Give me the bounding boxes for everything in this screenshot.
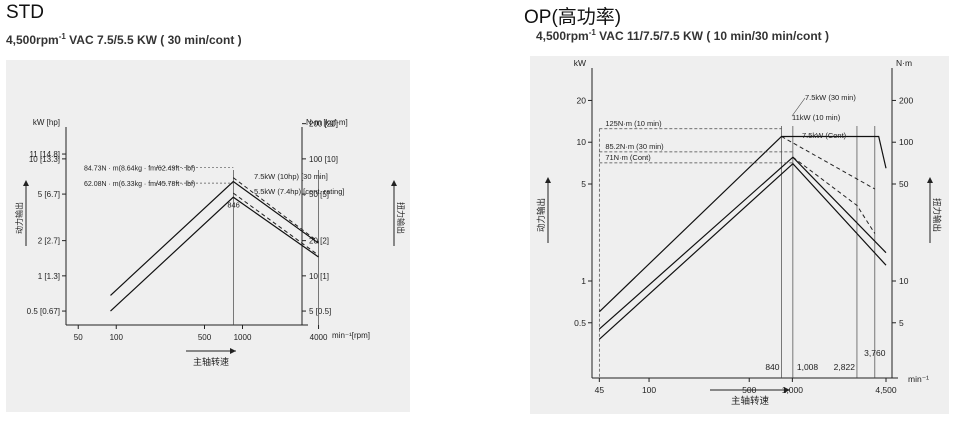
op-series-1 — [598, 156, 887, 330]
op-marker-label-1: 1,008 — [797, 362, 819, 372]
std-marker-label: 846 — [227, 200, 240, 209]
std-left-tick-label: 11 [14.8] — [29, 150, 60, 159]
std-x-unit: min⁻¹[rpm] — [332, 331, 370, 340]
op-series-label-2: 7.5kW (Cont) — [802, 131, 847, 140]
op-right-tick-label: 50 — [899, 179, 909, 189]
std-chart-panel: 50 100 500 1000 4000 min⁻¹[rpm] 主轴转速 0.5 [0.67]… — [6, 60, 410, 412]
op-torque-label-1: 85.2N·m (30 min) — [605, 142, 664, 151]
op-left-tick-label: 10 — [577, 137, 587, 147]
op-x-tick-label: 45 — [595, 385, 605, 395]
std-x-tick-label: 500 — [198, 333, 212, 342]
std-right-tick-label: 50 [5] — [309, 190, 329, 199]
op-left-tick-label: 1 — [581, 276, 586, 286]
std-sub-rpm: 4,500rpm — [6, 33, 59, 47]
std-series-label-0: 7.5kW (10hp) [30 min] — [254, 172, 328, 181]
op-x-arrow-label: 主轴转速 — [731, 395, 770, 407]
op-marker-label-3: 3,760 — [864, 348, 886, 358]
std-x-tick-label: 4000 — [310, 333, 328, 342]
std-x-tick-label: 1000 — [234, 333, 252, 342]
std-chart: 50 100 500 1000 4000 min⁻¹[rpm] 主轴转速 0.5 [0.67]… — [14, 118, 406, 367]
op-right-title-arrow-head — [927, 177, 933, 183]
std-series-0 — [110, 180, 319, 296]
std-x-arrow-label: 主轴转速 — [193, 356, 229, 367]
std-torque-label-1: 62.08N · m(6.33kg · fm/45.78ft · lbf) — [84, 181, 195, 188]
op-marker-label-2: 2,822 — [834, 362, 856, 372]
op-sub-sup: -1 — [588, 28, 596, 37]
std-left-unit: kW [hp] — [33, 118, 60, 127]
std-right-tick-label: 20 [2] — [309, 237, 329, 246]
std-series-1 — [110, 196, 319, 312]
std-left-axis-title: 动力输出 — [14, 202, 24, 234]
op-series-label-0: 11kW (10 min) — [792, 113, 841, 122]
op-marker-label-0: 840 — [765, 362, 779, 372]
std-dashed-line-0 — [232, 177, 319, 243]
std-right-tick-label: 10 [1] — [309, 272, 329, 281]
std-x-arrow-head — [230, 348, 236, 354]
std-right-title-arrow-head — [391, 180, 397, 186]
std-sub-rest: VAC 7.5/5.5 KW ( 30 min/cont ) — [65, 33, 242, 47]
op-right-unit: N·m — [896, 58, 912, 68]
op-right-tick-label: 5 — [899, 318, 904, 328]
std-series-label-1: 5.5kW (7.4hp) [cont. rating] — [254, 187, 344, 196]
std-right-axis-title: 扭力输出 — [396, 202, 406, 234]
op-right-tick-label: 100 — [899, 137, 913, 147]
std-right-unit: N-m [kgf-m] — [306, 118, 348, 127]
std-left-tick-label: 10 [13.3] — [29, 155, 60, 164]
op-left-unit: kW — [574, 58, 586, 68]
op-heading: OP(高功率) — [524, 7, 622, 28]
std-x-tick-label: 100 — [110, 333, 124, 342]
op-series-0 — [598, 135, 887, 313]
op-x-tick-label: 4,500 — [875, 385, 897, 395]
op-torque-label-0: 125N·m (10 min) — [605, 119, 662, 128]
op-x-tick-label: 100 — [642, 385, 656, 395]
std-right-tick-label: 5 [0.5] — [309, 307, 331, 316]
std-sub-sup: -1 — [58, 32, 66, 41]
op-right-tick-label: 10 — [899, 276, 909, 286]
std-left-tick-label: 5 [6.7] — [38, 190, 60, 199]
op-label-leader-1 — [791, 97, 806, 117]
op-left-tick-label: 20 — [577, 95, 587, 105]
std-right-tick-label: 200 [20] — [309, 120, 338, 129]
op-right-tick-label: 200 — [899, 95, 913, 105]
op-x-unit: min⁻¹ — [908, 374, 929, 384]
op-right-axis-title: 扭力输出 — [932, 198, 942, 232]
op-series-2 — [598, 162, 887, 340]
op-dashed-line-1 — [792, 156, 876, 234]
std-dashed-line-1 — [233, 192, 319, 256]
std-left-tick-label: 1 [1.3] — [38, 272, 60, 281]
op-chart-panel: 45 100 500 1,000 4,500 min⁻¹ 主轴转速 0.5 1 5 10 20 kW 5 1… — [530, 56, 949, 414]
op-series-label-1: 7.5kW (30 min) — [805, 93, 856, 102]
op-sub-rest: VAC 11/7.5/7.5 KW ( 10 min/30 min/cont ) — [595, 29, 830, 43]
op-x-tick-label: 1,000 — [782, 385, 804, 395]
std-subheading: 4,500rpm-1 VAC 7.5/5.5 KW ( 30 min/cont … — [6, 32, 242, 47]
op-x-arrow-head — [784, 387, 790, 393]
op-subheading: 4,500rpm-1 VAC 11/7.5/7.5 KW ( 10 min/30… — [536, 28, 829, 43]
op-left-tick-label: 0.5 — [574, 318, 586, 328]
op-chart: 45 100 500 1,000 4,500min⁻¹主轴转速0.5151020kW51… — [536, 58, 942, 407]
op-left-tick-label: 5 — [581, 179, 586, 189]
op-torque-label-2: 71N·m (Cont) — [605, 153, 651, 162]
std-left-tick-label: 2 [2.7] — [38, 237, 60, 246]
std-left-tick-label: 0.5 [0.67] — [27, 307, 60, 316]
std-left-title-arrow-head — [23, 180, 29, 186]
op-sub-rpm: 4,500rpm — [536, 29, 589, 43]
std-right-tick-label: 100 [10] — [309, 155, 338, 164]
op-left-title-arrow-head — [545, 177, 551, 183]
std-heading: STD — [6, 2, 44, 23]
std-x-tick-label: 50 — [74, 333, 83, 342]
op-left-axis-title: 动力输出 — [536, 198, 546, 232]
std-torque-label-0: 84.73N · m(8.64kg · fm/62.49ft · lbf) — [84, 165, 195, 172]
op-dashed-line-0 — [781, 136, 876, 190]
